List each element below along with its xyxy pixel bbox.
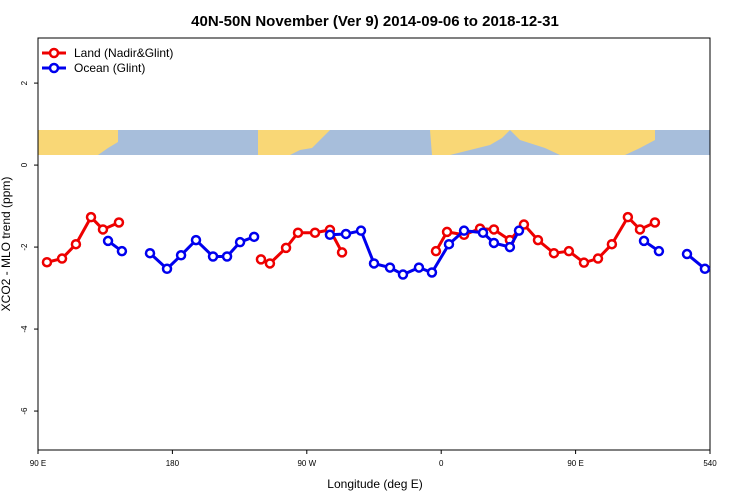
data-point <box>384 262 396 273</box>
y-tick-label: 2 <box>20 80 29 85</box>
legend-label: Land (Nadir&Glint) <box>74 46 173 60</box>
data-point <box>513 225 525 236</box>
data-point <box>248 231 260 243</box>
map-strip <box>38 130 710 155</box>
y-axis-label: XCO2 - MLO trend (ppm) <box>0 177 13 312</box>
legend-marker <box>48 62 60 74</box>
data-point <box>221 251 233 262</box>
x-tick-label: 540 <box>703 459 717 468</box>
data-point <box>681 248 693 260</box>
x-axis-label: Longitude (deg E) <box>327 477 422 491</box>
data-point <box>563 245 575 257</box>
legend-marker <box>48 47 60 59</box>
series-line <box>434 214 656 265</box>
data-point <box>488 237 500 249</box>
chart-title: 40N-50N November (Ver 9) 2014-09-06 to 2… <box>191 13 559 30</box>
data-point <box>116 245 128 257</box>
data-point <box>532 234 544 246</box>
data-point <box>255 254 267 265</box>
data-point <box>309 227 321 238</box>
x-tick-label: 90 E <box>567 459 583 468</box>
x-tick-label: 90 E <box>30 459 46 468</box>
data-point <box>622 211 634 223</box>
data-point <box>397 269 409 280</box>
data-point <box>477 227 489 238</box>
y-tick-label: -4 <box>20 325 29 333</box>
data-point <box>190 234 202 246</box>
series-line <box>329 228 521 277</box>
data-point <box>175 250 187 261</box>
data-point <box>113 217 125 228</box>
data-point <box>606 238 618 250</box>
data-point <box>592 253 604 264</box>
data-point <box>649 217 661 228</box>
data-point <box>336 247 348 258</box>
data-point <box>430 245 442 257</box>
data-point <box>102 235 114 247</box>
data-point <box>638 235 650 247</box>
x-tick-label: 0 <box>439 459 444 468</box>
data-point <box>234 236 246 248</box>
legend-label: Ocean (Glint) <box>74 61 145 75</box>
data-point <box>41 256 53 268</box>
data-point <box>488 224 500 235</box>
data-point <box>699 263 711 275</box>
data-point <box>207 251 219 262</box>
data-point <box>161 263 173 275</box>
data-point <box>70 238 82 250</box>
data-point <box>578 257 590 268</box>
plot-frame <box>37 37 711 451</box>
data-point <box>443 238 455 250</box>
data-point <box>280 242 292 254</box>
x-tick-label: 180 <box>166 459 180 468</box>
data-point <box>97 224 109 235</box>
data-point <box>56 253 68 264</box>
data-point <box>413 262 425 273</box>
data-point <box>426 267 438 278</box>
y-tick-label: -2 <box>20 243 29 251</box>
data-point <box>340 228 352 240</box>
data-point <box>548 247 560 259</box>
data-point <box>324 229 336 241</box>
data-point <box>144 247 156 259</box>
data-point <box>504 241 516 253</box>
data-point <box>368 258 380 269</box>
data-point <box>264 258 276 269</box>
data-point <box>653 245 665 257</box>
data-point <box>85 211 97 223</box>
data-point <box>355 225 367 236</box>
data-point <box>458 225 470 236</box>
data-point <box>634 224 646 235</box>
y-tick-label: 0 <box>20 162 29 167</box>
data-point <box>441 226 453 238</box>
y-tick-label: -6 <box>20 407 29 415</box>
data-point <box>292 227 304 238</box>
x-tick-label: 90 W <box>297 459 316 468</box>
